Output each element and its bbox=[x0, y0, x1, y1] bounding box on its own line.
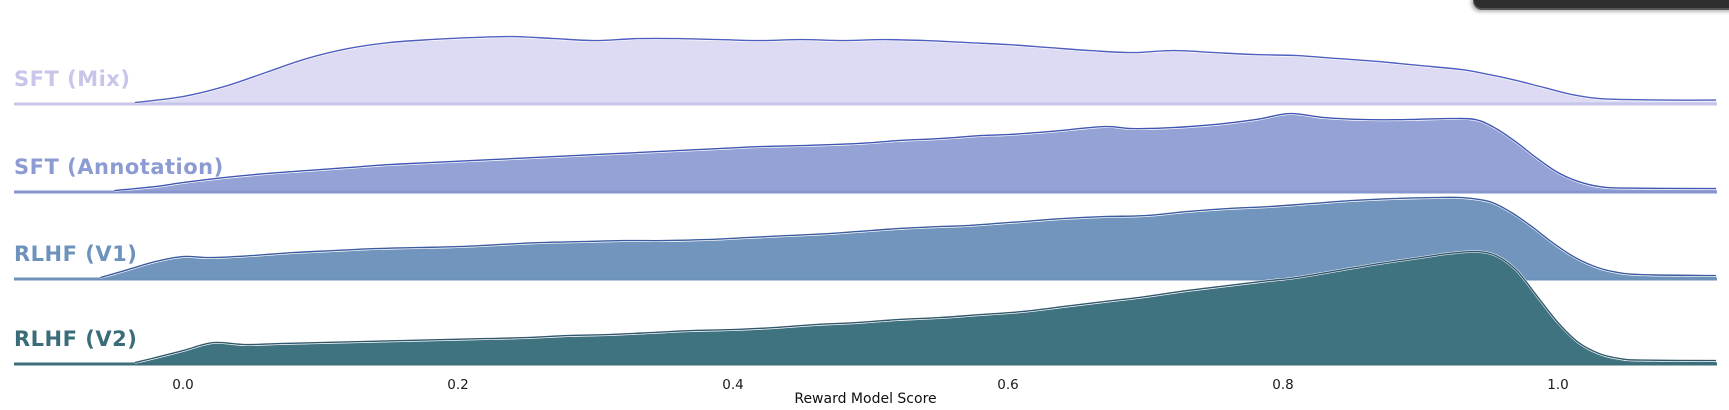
x-tick-label-0.2: 0.2 bbox=[447, 377, 468, 393]
density-outline bbox=[134, 250, 1717, 364]
x-tick-label-0.6: 0.6 bbox=[997, 377, 1018, 393]
row-label-0: SFT (Mix) bbox=[14, 67, 130, 91]
x-tick-label-0.0: 0.0 bbox=[172, 377, 193, 393]
x-tick-label-0.4: 0.4 bbox=[722, 377, 743, 393]
density-outline bbox=[114, 112, 1717, 192]
ridge-row-0: SFT (Mix) bbox=[14, 35, 1717, 106]
density-outline bbox=[134, 35, 1717, 104]
x-tick-label-1.0: 1.0 bbox=[1547, 377, 1568, 393]
row-label-1: SFT (Annotation) bbox=[14, 155, 224, 179]
row-label-2: RLHF (V1) bbox=[14, 242, 137, 266]
density-area bbox=[134, 37, 1717, 104]
density-area bbox=[100, 198, 1717, 279]
x-tick-label-0.8: 0.8 bbox=[1272, 377, 1293, 393]
density-outline bbox=[100, 196, 1717, 279]
ridge-row-2: RLHF (V1) bbox=[14, 196, 1717, 281]
row-label-3: RLHF (V2) bbox=[14, 327, 137, 351]
density-area bbox=[114, 114, 1717, 192]
offscreen-window-edge[interactable] bbox=[1473, 0, 1729, 10]
x-axis-title: Reward Model Score bbox=[794, 391, 936, 407]
ridge-row-1: SFT (Annotation) bbox=[14, 112, 1717, 194]
ridge-row-3: RLHF (V2) bbox=[14, 250, 1717, 366]
density-area bbox=[134, 252, 1717, 364]
